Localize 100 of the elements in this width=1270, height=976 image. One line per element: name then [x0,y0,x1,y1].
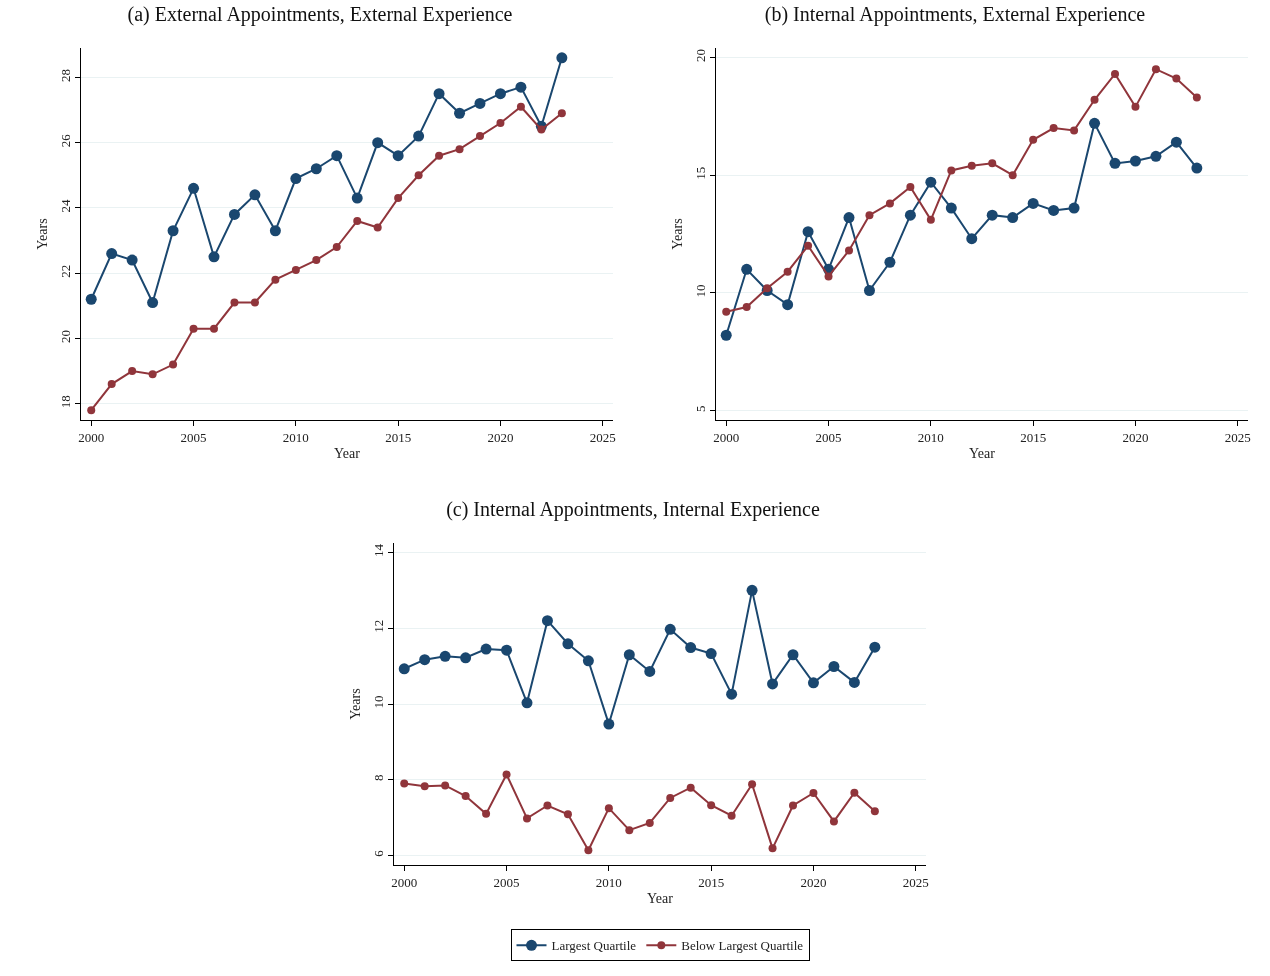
point [741,263,753,275]
point [398,663,410,675]
point [645,818,654,827]
point [414,171,423,180]
point [394,194,403,203]
point [126,254,138,266]
chart-title: (a) External Appointments, External Experience [127,3,513,27]
point [228,208,240,220]
point [1109,157,1121,169]
y-tick-label: 15 [692,166,708,180]
point [562,638,574,650]
y-tick-label: 24 [57,198,73,213]
point [210,324,218,333]
point [945,202,957,214]
point [556,52,568,64]
x-tick-label: 2020 [487,429,514,445]
legend-label: Below Largest Quartile [681,938,804,954]
y-tick-label: 18 [57,395,73,409]
point [789,801,797,810]
point [1089,117,1101,129]
point [870,807,879,816]
point [863,285,875,297]
point [748,780,757,789]
x-tick-label: 2025 [589,429,616,445]
point [474,97,486,109]
point [1150,150,1162,162]
point [1170,136,1182,148]
point [496,119,505,128]
point [966,233,978,245]
point [804,241,813,250]
point [664,623,676,635]
legend-label: Largest Quartile [551,938,637,954]
point [455,145,464,154]
point [906,182,915,191]
point [885,199,894,208]
point [250,298,259,307]
x-tick-label: 2020 [1122,429,1149,445]
chart-title: (b) Internal Appointments, External Experience [764,3,1146,27]
point [502,770,511,779]
point [807,677,819,689]
point [705,648,717,660]
point [439,650,451,662]
point [208,251,220,263]
point [480,643,492,655]
point [768,844,777,853]
point [147,297,159,309]
x-tick-label: 2000 [78,429,105,445]
point [1027,197,1039,209]
point [537,125,546,134]
point [332,243,341,252]
x-tick-label: 2010 [282,429,309,445]
point [441,781,450,790]
y-tick-label: 5 [692,405,708,412]
point [1049,124,1058,133]
point [1192,93,1201,102]
point [603,718,615,730]
point [269,225,281,237]
point [604,804,613,813]
point [1007,212,1019,224]
point [310,163,322,175]
point [925,176,937,188]
y-tick-label: 8 [370,774,386,782]
point [85,293,97,305]
point [727,811,736,820]
point [169,360,178,369]
point [454,107,466,119]
point [501,644,513,656]
point [230,298,239,307]
point [312,256,321,265]
point [828,661,840,672]
point [107,380,116,389]
x-tick-label: 2025 [902,874,929,890]
point [787,649,799,661]
y-tick-label: 22 [57,264,73,278]
point [460,652,472,664]
point [373,223,382,232]
point [433,88,445,100]
point [516,102,525,111]
point [947,166,956,175]
point [809,789,818,798]
point [523,814,531,823]
point [1111,69,1119,78]
y-tick-label: 14 [370,543,386,558]
point [904,209,916,221]
y-axis-title: Years [670,218,686,250]
point [1191,162,1203,174]
point [271,275,280,284]
point [1070,126,1079,135]
x-tick-label: 2005 [180,429,207,445]
y-tick-label: 20 [692,48,708,62]
x-axis-title: Year [334,445,361,461]
point [1129,155,1141,167]
x-tick-label: 2010 [917,429,944,445]
y-tick-label: 26 [57,133,73,148]
point [686,783,695,792]
point [845,246,853,255]
point [353,216,362,225]
point [824,272,833,281]
point [988,159,997,168]
point [884,256,896,268]
